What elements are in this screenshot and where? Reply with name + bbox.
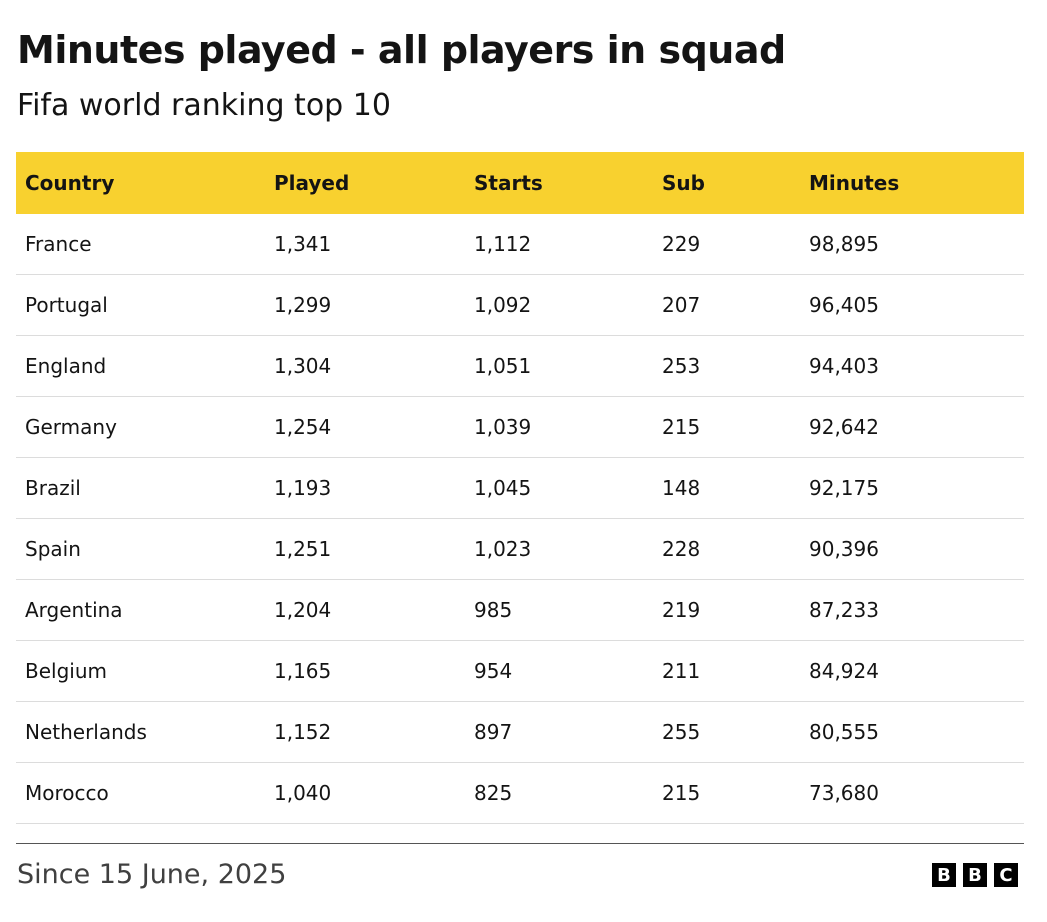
column-header: Country — [16, 152, 265, 214]
table-cell: 255 — [653, 701, 800, 763]
table-cell: 207 — [653, 274, 800, 336]
table-cell: 954 — [465, 640, 653, 702]
column-header: Starts — [465, 152, 653, 214]
table-cell: 73,680 — [800, 762, 1024, 824]
table-cell: 1,112 — [465, 214, 653, 275]
table-cell: 94,403 — [800, 335, 1024, 397]
table-cell: 90,396 — [800, 518, 1024, 580]
column-header: Sub — [653, 152, 800, 214]
table-head: Country Played Starts Sub Minutes — [16, 152, 1024, 214]
table-row: Brazil 1,193 1,045 148 92,175 — [16, 457, 1024, 519]
footer-rule — [16, 843, 1024, 844]
table-cell: Netherlands — [16, 701, 265, 763]
table-cell: Portugal — [16, 274, 265, 336]
table-cell: 92,175 — [800, 457, 1024, 519]
title: Minutes played - all players in squad — [17, 28, 786, 72]
table-cell: 1,254 — [265, 396, 465, 458]
logo-letter: B — [932, 863, 956, 887]
table-row: Portugal 1,299 1,092 207 96,405 — [16, 274, 1024, 336]
table-cell: 1,045 — [465, 457, 653, 519]
subtitle: Fifa world ranking top 10 — [17, 88, 391, 123]
table-row: England 1,304 1,051 253 94,403 — [16, 335, 1024, 397]
logo-letter: B — [963, 863, 987, 887]
table-cell: 1,251 — [265, 518, 465, 580]
table-cell: 1,299 — [265, 274, 465, 336]
table-cell: 229 — [653, 214, 800, 275]
table-cell: 148 — [653, 457, 800, 519]
table-cell: France — [16, 214, 265, 275]
table-cell: 80,555 — [800, 701, 1024, 763]
table-cell: 1,304 — [265, 335, 465, 397]
column-header: Minutes — [800, 152, 1024, 214]
table-cell: 825 — [465, 762, 653, 824]
header-row: Country Played Starts Sub Minutes — [16, 152, 1024, 214]
table-cell: 1,341 — [265, 214, 465, 275]
table-cell: 211 — [653, 640, 800, 702]
data-table: Country Played Starts Sub Minutes France 1,34… — [16, 152, 1024, 824]
footer-note: Since 15 June, 2025 — [17, 859, 287, 890]
table-row: Germany 1,254 1,039 215 92,642 — [16, 396, 1024, 458]
table-cell: Spain — [16, 518, 265, 580]
table-cell: 87,233 — [800, 579, 1024, 641]
table-cell: 215 — [653, 396, 800, 458]
table-cell: 1,152 — [265, 701, 465, 763]
table-row: Spain 1,251 1,023 228 90,396 — [16, 518, 1024, 580]
table-cell: 98,895 — [800, 214, 1024, 275]
table-cell: 1,193 — [265, 457, 465, 519]
table-cell: England — [16, 335, 265, 397]
table-cell: 219 — [653, 579, 800, 641]
table-cell: 985 — [465, 579, 653, 641]
table-cell: 96,405 — [800, 274, 1024, 336]
table-cell: 1,040 — [265, 762, 465, 824]
table-cell: 92,642 — [800, 396, 1024, 458]
table-cell: Morocco — [16, 762, 265, 824]
table-cell: 1,165 — [265, 640, 465, 702]
table-cell: 1,023 — [465, 518, 653, 580]
table-cell: 1,092 — [465, 274, 653, 336]
table-row: Netherlands 1,152 897 255 80,555 — [16, 701, 1024, 763]
column-header: Played — [265, 152, 465, 214]
table-cell: Argentina — [16, 579, 265, 641]
table-cell: 228 — [653, 518, 800, 580]
table-cell: 1,051 — [465, 335, 653, 397]
table-cell: Belgium — [16, 640, 265, 702]
table-cell: Brazil — [16, 457, 265, 519]
table-cell: 1,204 — [265, 579, 465, 641]
table-cell: 1,039 — [465, 396, 653, 458]
logo-letter: C — [994, 863, 1018, 887]
table-cell: 253 — [653, 335, 800, 397]
table-row: Argentina 1,204 985 219 87,233 — [16, 579, 1024, 641]
table-body: France 1,341 1,112 229 98,895 Portugal 1,299 1,… — [16, 214, 1024, 824]
table-row: Morocco 1,040 825 215 73,680 — [16, 762, 1024, 824]
table-cell: Germany — [16, 396, 265, 458]
table-cell: 84,924 — [800, 640, 1024, 702]
table-cell: 215 — [653, 762, 800, 824]
table-row: France 1,341 1,112 229 98,895 — [16, 214, 1024, 275]
table-cell: 897 — [465, 701, 653, 763]
table-row: Belgium 1,165 954 211 84,924 — [16, 640, 1024, 702]
